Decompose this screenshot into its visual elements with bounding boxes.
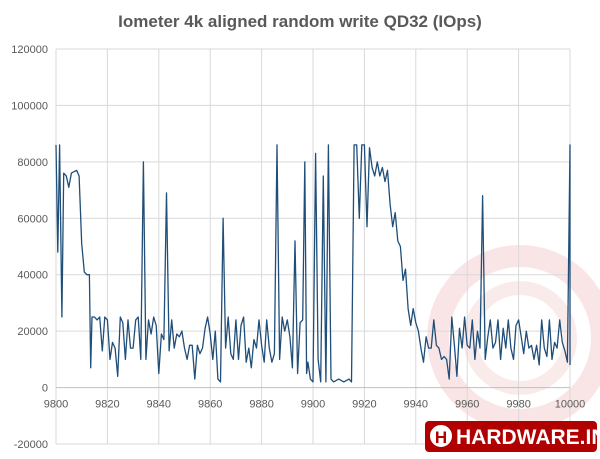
chart-title: Iometer 4k aligned random write QD32 (IO… bbox=[118, 12, 482, 31]
y-axis-ticks: -20000 0 20000 40000 60000 80000 100000 120000 bbox=[11, 44, 48, 451]
y-tick-label: 0 bbox=[42, 383, 48, 395]
x-tick-label: 9920 bbox=[352, 399, 376, 411]
y-tick-label: 100000 bbox=[11, 100, 48, 112]
x-tick-label: 9960 bbox=[455, 399, 479, 411]
watermark-logo-letter: H bbox=[435, 428, 447, 447]
series-line bbox=[55, 144, 571, 383]
y-tick-label: -20000 bbox=[14, 439, 48, 451]
x-tick-label: 10000 bbox=[555, 399, 586, 411]
y-tick-label: 60000 bbox=[17, 213, 48, 225]
x-tick-label: 9800 bbox=[44, 399, 68, 411]
watermark-ring-outer bbox=[427, 245, 600, 431]
x-tick-label: 9980 bbox=[506, 399, 530, 411]
y-tick-label: 80000 bbox=[17, 157, 48, 169]
x-tick-label: 9840 bbox=[147, 399, 171, 411]
y-tick-label: 120000 bbox=[11, 44, 48, 56]
x-axis-ticks: 9800 9820 9840 9860 9880 9900 9920 9940 9960 9980… bbox=[44, 399, 586, 411]
hardware-info-logo-icon bbox=[428, 423, 454, 449]
y-tick-label: 20000 bbox=[17, 326, 48, 338]
x-tick-label: 9880 bbox=[249, 399, 273, 411]
x-tick-label: 9900 bbox=[301, 399, 325, 411]
x-tick-label: 9860 bbox=[198, 399, 222, 411]
y-tick-label: 40000 bbox=[17, 270, 48, 282]
x-tick-label: 9940 bbox=[404, 399, 428, 411]
watermark-logo: H HARDWARE.INFO bbox=[425, 421, 600, 452]
watermark-text-background bbox=[425, 421, 597, 452]
x-tick-label: 9820 bbox=[95, 399, 119, 411]
watermark-text: HARDWARE.INFO bbox=[456, 426, 600, 449]
